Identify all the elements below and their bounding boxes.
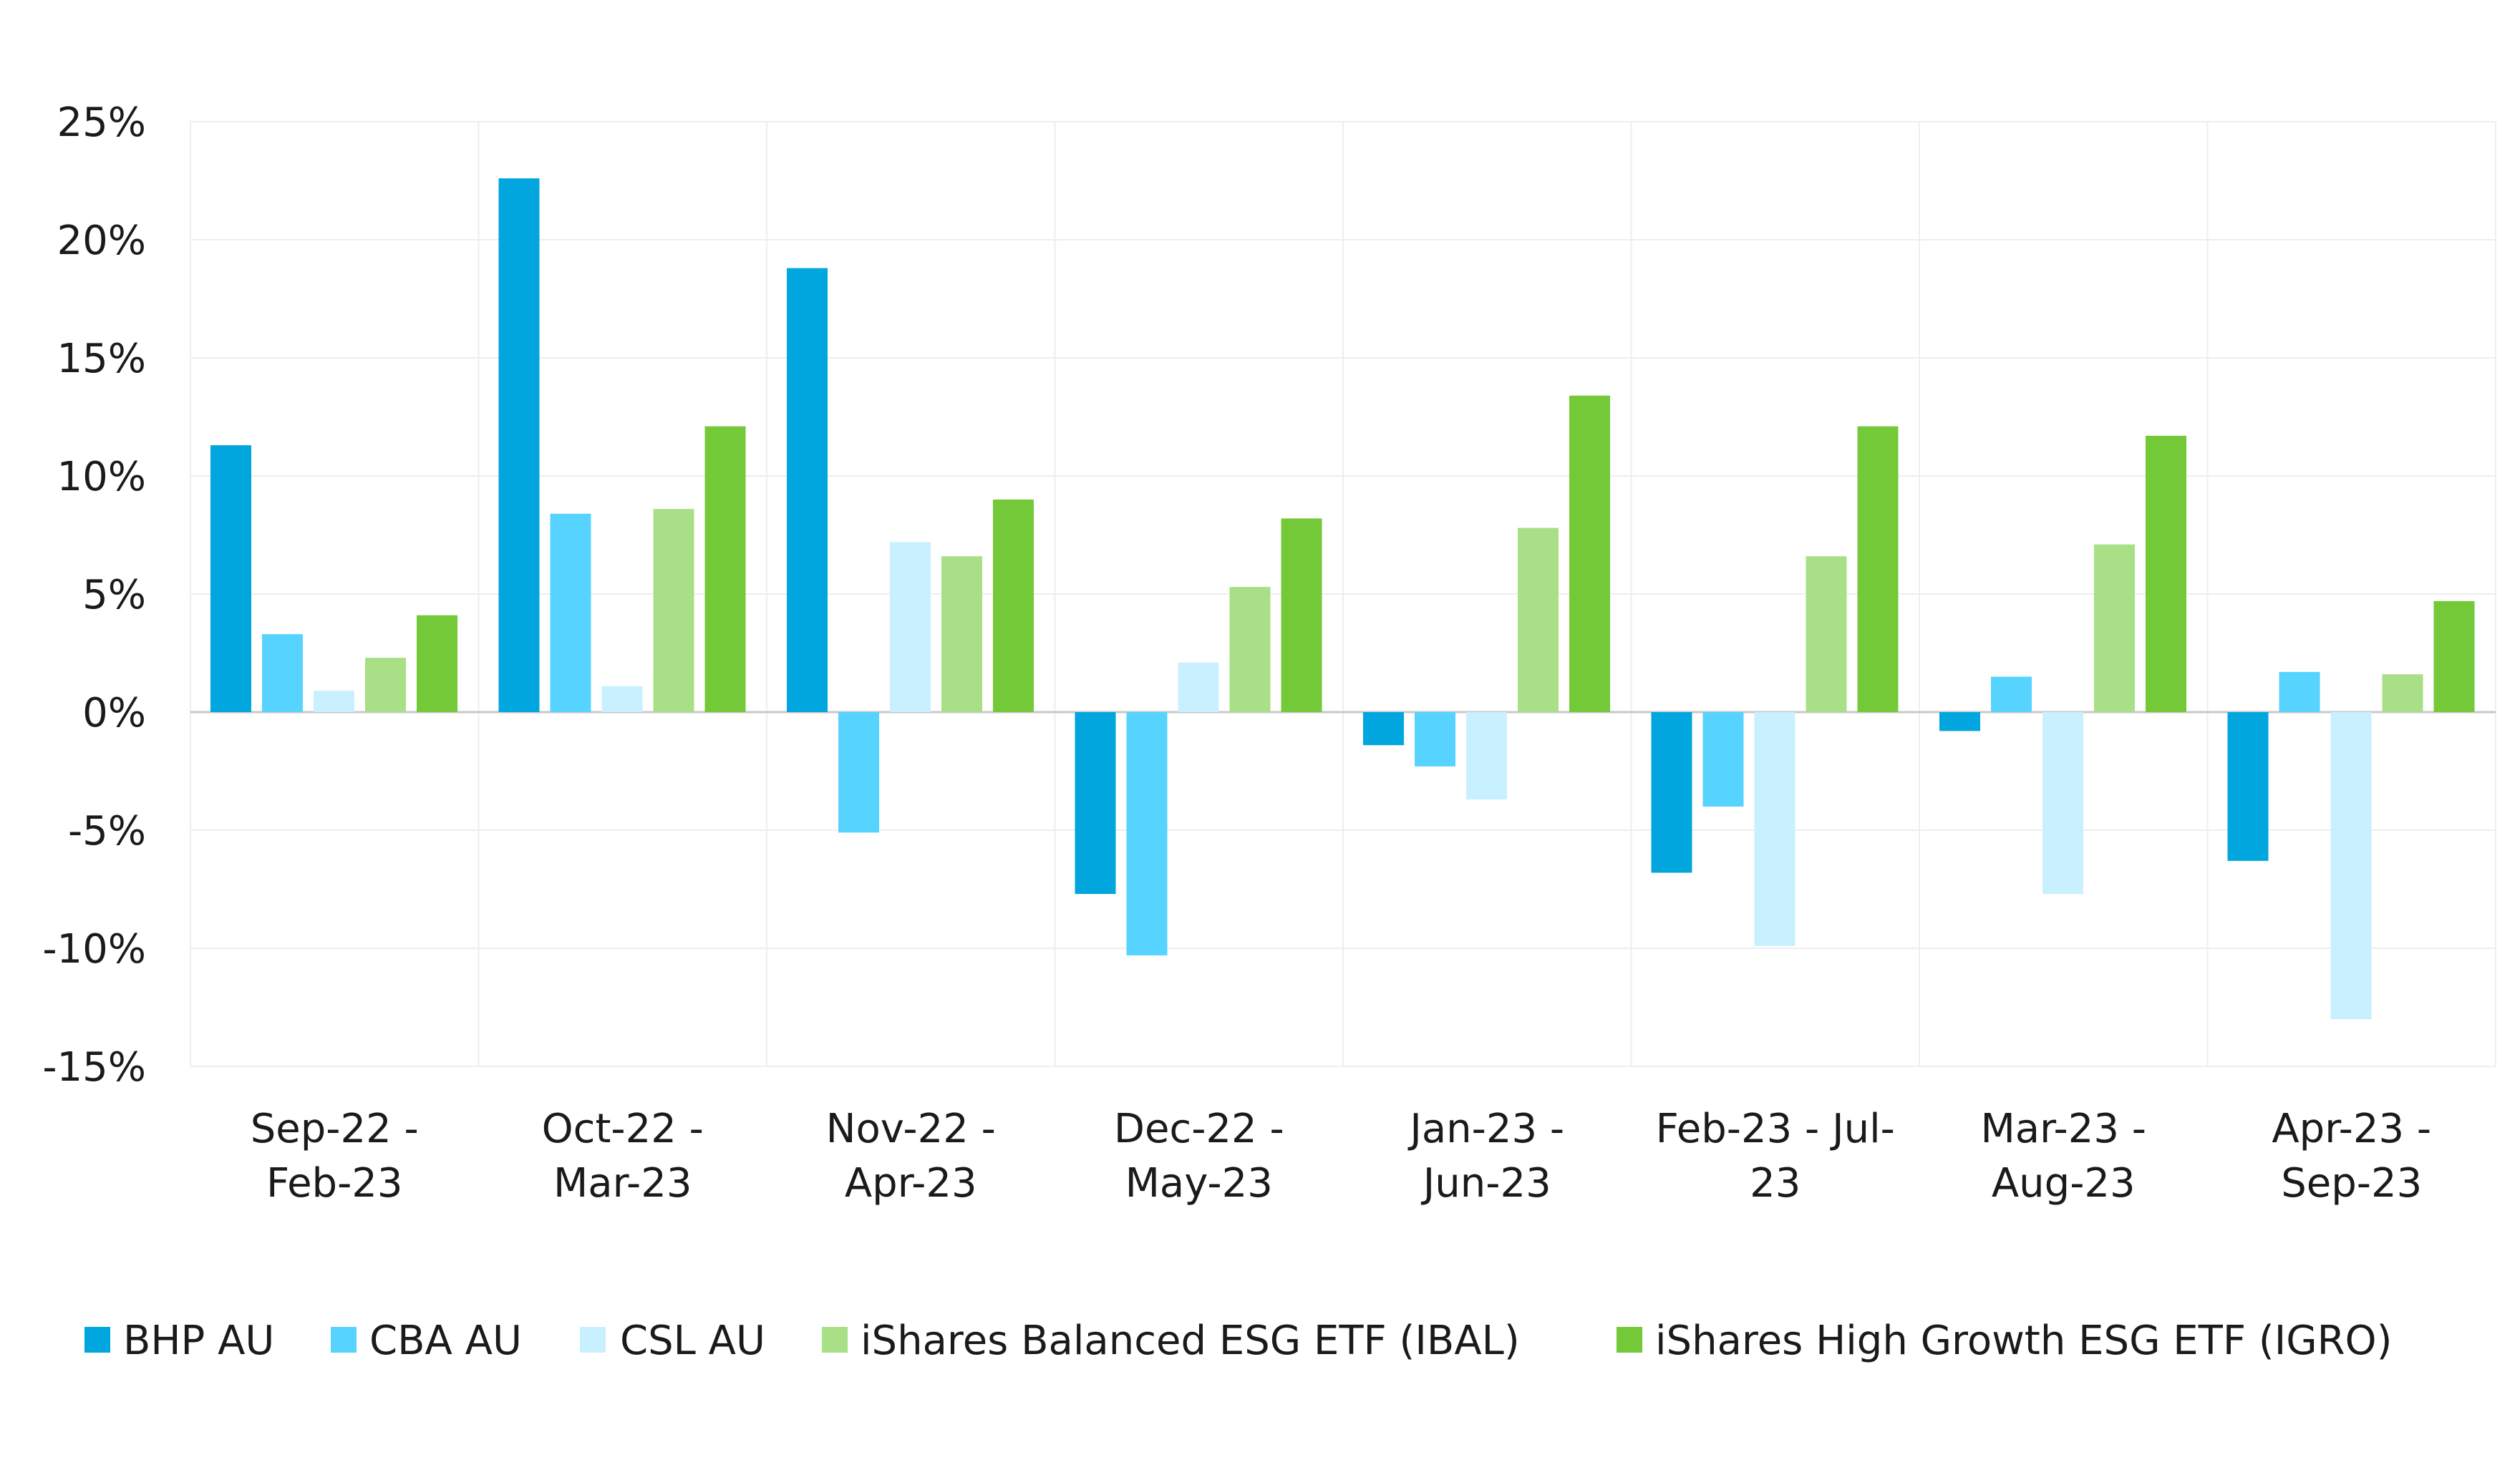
bar <box>1363 712 1404 746</box>
bar <box>1415 712 1455 766</box>
x-tick-label: Nov-22 -Apr-23 <box>826 1106 996 1207</box>
y-tick-label: -5% <box>68 808 146 855</box>
y-tick-label: 0% <box>82 690 146 736</box>
bar <box>1569 395 1610 712</box>
x-tick-label: Sep-22 -Feb-23 <box>251 1106 419 1207</box>
y-axis: 25% 20% 15% 10% 5% 0% -5% -10% -15% <box>42 99 146 1091</box>
y-tick-label: 10% <box>57 454 146 500</box>
bar <box>2094 544 2135 712</box>
bar <box>2146 435 2186 712</box>
y-tick-label: 5% <box>82 572 146 618</box>
legend-swatch <box>822 1327 848 1353</box>
legend-label: BHP AU <box>123 1318 274 1364</box>
x-tick-label: Jan-23 -Jun-23 <box>1407 1106 1564 1207</box>
bar <box>365 658 406 712</box>
legend-label: CSL AU <box>620 1318 765 1364</box>
y-tick-label: 20% <box>57 218 146 264</box>
bar <box>1466 712 1507 800</box>
bar <box>1702 712 1744 807</box>
bar <box>787 268 828 713</box>
x-tick-label: Dec-22 -May-23 <box>1114 1106 1284 1207</box>
y-tick-label: 25% <box>57 99 146 146</box>
legend-item[interactable]: CSL AU <box>580 1318 765 1364</box>
bar <box>210 445 251 712</box>
bar <box>1991 676 2032 712</box>
bar <box>2279 671 2320 712</box>
bar <box>653 509 694 712</box>
legend-swatch <box>84 1327 110 1353</box>
bar <box>1518 527 1559 712</box>
bar <box>2227 712 2269 861</box>
bar <box>1939 712 1980 731</box>
x-tick-label: Oct-22 -Mar-23 <box>542 1106 704 1207</box>
bar <box>2382 674 2423 712</box>
x-tick-label: Mar-23 -Aug-23 <box>1980 1106 2146 1207</box>
legend-item[interactable]: BHP AU <box>84 1318 274 1364</box>
x-tick-label: Feb-23 - Jul-23 <box>1656 1106 1895 1207</box>
bar <box>2433 600 2475 712</box>
y-tick-label: -15% <box>42 1044 146 1091</box>
x-axis: Sep-22 -Feb-23 Oct-22 -Mar-23 Nov-22 -Apr-… <box>251 1106 2431 1207</box>
bar <box>2042 712 2083 895</box>
legend-label: CBA AU <box>369 1318 522 1364</box>
bar <box>941 556 982 712</box>
bar <box>704 426 746 712</box>
bar <box>1229 587 1271 712</box>
bar <box>314 691 354 712</box>
bar <box>993 500 1034 712</box>
legend-item[interactable]: iShares Balanced ESG ETF (IBAL) <box>822 1318 1520 1364</box>
legend-swatch <box>331 1327 357 1353</box>
bar <box>498 178 540 712</box>
bar <box>838 712 879 833</box>
x-tick-label: Apr-23 -Sep-23 <box>2272 1106 2431 1207</box>
legend-swatch <box>580 1327 606 1353</box>
bar <box>1651 712 1692 873</box>
bar <box>2330 712 2372 1019</box>
bar <box>1857 426 1899 712</box>
legend-item[interactable]: CBA AU <box>331 1318 522 1364</box>
bar <box>417 615 457 712</box>
bar <box>1754 712 1796 946</box>
legend-label: iShares High Growth ESG ETF (IGRO) <box>1655 1318 2392 1364</box>
bar <box>1075 712 1116 895</box>
legend-label: iShares Balanced ESG ETF (IBAL) <box>861 1318 1520 1364</box>
bar <box>262 634 303 712</box>
bar <box>601 686 643 712</box>
bar <box>1281 518 1322 712</box>
legend-item[interactable]: iShares High Growth ESG ETF (IGRO) <box>1617 1318 2392 1364</box>
legend[interactable]: BHP AU CBA AU CSL AU iShares Balanced ESG E… <box>84 1318 2392 1364</box>
bar <box>1178 662 1219 712</box>
y-tick-label: 15% <box>57 336 146 382</box>
legend-swatch <box>1617 1327 1642 1353</box>
bars <box>210 178 2475 1019</box>
bar <box>1806 556 1847 712</box>
bar <box>550 513 591 712</box>
bar <box>890 542 931 712</box>
bar <box>1126 712 1168 955</box>
y-tick-label: -10% <box>42 926 146 973</box>
